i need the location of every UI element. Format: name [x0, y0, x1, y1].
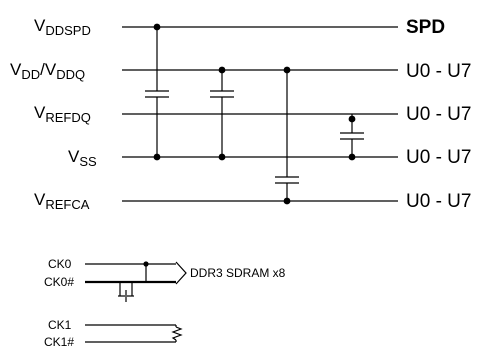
ck1-pair-termination: [85, 324, 183, 343]
vss-destination: U0 - U7: [406, 147, 471, 168]
ck0-label: CK0: [48, 257, 72, 271]
ck1n-label: CK1#: [44, 335, 74, 349]
vdd-destination: U0 - U7: [406, 61, 471, 82]
vrefca-label: VREFCA: [34, 190, 90, 212]
ck1-label: CK1: [48, 318, 72, 332]
capacitor-vrefdq-vss: [340, 114, 364, 161]
ck0n-label: CK0#: [44, 275, 74, 289]
vss-label: VSS: [68, 147, 97, 169]
ddr3-buffer-arrow: [175, 261, 187, 285]
vddspd-label: VDDSPD: [34, 16, 91, 38]
vdd-vddq-label: VDD/VDDQ: [10, 60, 85, 82]
capacitor-vdd-vss: [210, 66, 234, 161]
capacitor-vddspd-vss: [145, 23, 169, 161]
vrefca-destination: U0 - U7: [406, 191, 471, 212]
ck0-pair: [85, 261, 176, 302]
capacitor-vdd-vrefca: [275, 66, 299, 205]
spd-destination: SPD: [406, 17, 445, 38]
vrefdq-label: VREFDQ: [34, 103, 91, 125]
ddr3-sdram-label: DDR3 SDRAM x8: [190, 266, 286, 280]
vrefdq-destination: U0 - U7: [406, 104, 471, 125]
